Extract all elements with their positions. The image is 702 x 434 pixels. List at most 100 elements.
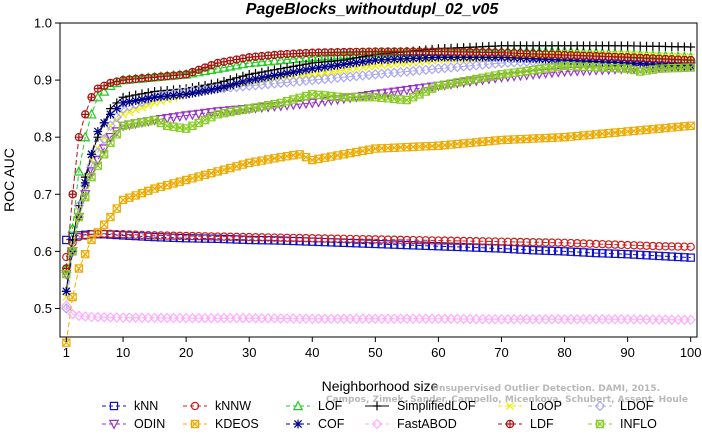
x-tick-label: 80	[557, 345, 571, 360]
point-fastabod	[67, 308, 78, 320]
point-odin	[180, 111, 192, 122]
point-kdeos	[106, 212, 115, 222]
point-knnw	[238, 232, 248, 242]
point-knn	[453, 242, 462, 252]
point-knnw	[308, 234, 317, 243]
series-fastabod	[61, 300, 696, 326]
point-knnw	[591, 239, 601, 249]
point-inflo	[99, 150, 109, 159]
point-knn	[434, 242, 443, 251]
point-cof	[339, 59, 349, 69]
point-knnw	[472, 237, 481, 246]
point-cof	[263, 72, 273, 82]
point-knnw	[503, 237, 512, 246]
point-kdeos	[99, 220, 109, 229]
point-knnw	[219, 232, 229, 241]
point-knnw	[62, 252, 71, 262]
point-cof	[497, 52, 506, 62]
watermark-line-1: Unsupervised Outlier Detection. DAMI, 20…	[432, 384, 660, 394]
point-odin	[546, 68, 558, 79]
point-knnw	[156, 231, 166, 240]
point-cof	[270, 71, 279, 80]
point-knnw	[118, 230, 128, 239]
legend-marker-knn	[109, 401, 119, 411]
point-cof	[490, 52, 500, 62]
point-odin	[288, 100, 299, 111]
point-cof	[93, 127, 103, 136]
point-knnw	[642, 241, 651, 250]
point-knnw	[144, 230, 153, 240]
point-odin	[193, 109, 204, 120]
x-tick-label: 40	[305, 345, 319, 360]
legend-item-inflo: INFLO	[588, 417, 657, 431]
point-knnw	[358, 234, 367, 244]
point-knnw	[604, 240, 613, 249]
point-knnw	[497, 237, 506, 246]
point-knnw	[263, 233, 273, 242]
point-cof	[396, 54, 405, 64]
legend-marker-knnw	[190, 401, 200, 411]
x-tick-label: 70	[494, 345, 508, 360]
point-lof	[237, 58, 249, 69]
point-odin	[565, 67, 577, 77]
series-ldf	[62, 47, 695, 273]
legend-item-simplifiedlof: SimplifiedLOF	[365, 399, 476, 413]
legend-label: LDF	[530, 417, 554, 431]
point-knn	[408, 241, 418, 250]
point-cof	[623, 58, 633, 68]
point-cof	[654, 59, 664, 69]
point-knn	[617, 249, 626, 259]
point-knn	[352, 239, 361, 248]
point-ldof	[98, 133, 110, 145]
x-axis: 1 10 20 30 40 50 60 70 80 90 100	[63, 337, 702, 360]
point-odin	[571, 66, 583, 77]
point-cof	[421, 53, 431, 63]
point-cof	[282, 68, 292, 78]
point-knnw	[617, 240, 626, 250]
legend-item-lof: LOF	[286, 399, 343, 413]
point-knn	[642, 251, 651, 260]
point-knnw	[364, 235, 374, 244]
legend-label: LOF	[318, 399, 343, 413]
legend-marker-lof	[292, 400, 304, 411]
legend-item-kdeos: KDEOS	[183, 417, 259, 431]
point-inflo	[68, 247, 77, 256]
point-knn	[459, 242, 468, 252]
point-knnw	[181, 231, 191, 241]
point-knn	[528, 246, 538, 255]
point-cof	[364, 56, 374, 66]
point-cof	[579, 56, 588, 66]
point-cof	[446, 52, 456, 62]
point-odin	[559, 67, 570, 78]
series-loop	[62, 50, 695, 302]
x-tick-label: 100	[680, 345, 702, 360]
watermark-line-2: Campos, Zimek, Sander, Campello, Micenko…	[326, 395, 688, 405]
x-tick-label: 50	[368, 345, 382, 360]
point-knnw	[465, 236, 475, 246]
point-knnw	[251, 233, 260, 242]
point-knnw	[352, 234, 361, 244]
point-cof	[516, 53, 525, 63]
point-cof	[452, 52, 462, 62]
point-cof	[484, 52, 494, 62]
legend-label: LoOP	[530, 399, 562, 413]
point-odin	[307, 98, 318, 109]
point-ldf	[68, 190, 77, 199]
legend-label: SimplifiedLOF	[397, 399, 476, 413]
point-knn	[572, 247, 582, 257]
point-knnw	[213, 232, 222, 241]
point-cof	[288, 67, 298, 77]
point-knnw	[427, 236, 437, 245]
point-lof	[244, 57, 255, 68]
legend-label: kNN	[134, 399, 158, 413]
legend-marker-ldof	[594, 400, 606, 412]
point-cof	[686, 61, 696, 71]
series-layer	[61, 41, 696, 347]
point-knnw	[654, 242, 664, 251]
point-ldf	[686, 55, 695, 65]
point-cof	[175, 90, 185, 100]
point-kdeos	[93, 228, 103, 237]
point-odin	[162, 114, 173, 124]
point-knnw	[484, 237, 494, 246]
legend-item-fastabod: FastABOD	[365, 417, 457, 431]
